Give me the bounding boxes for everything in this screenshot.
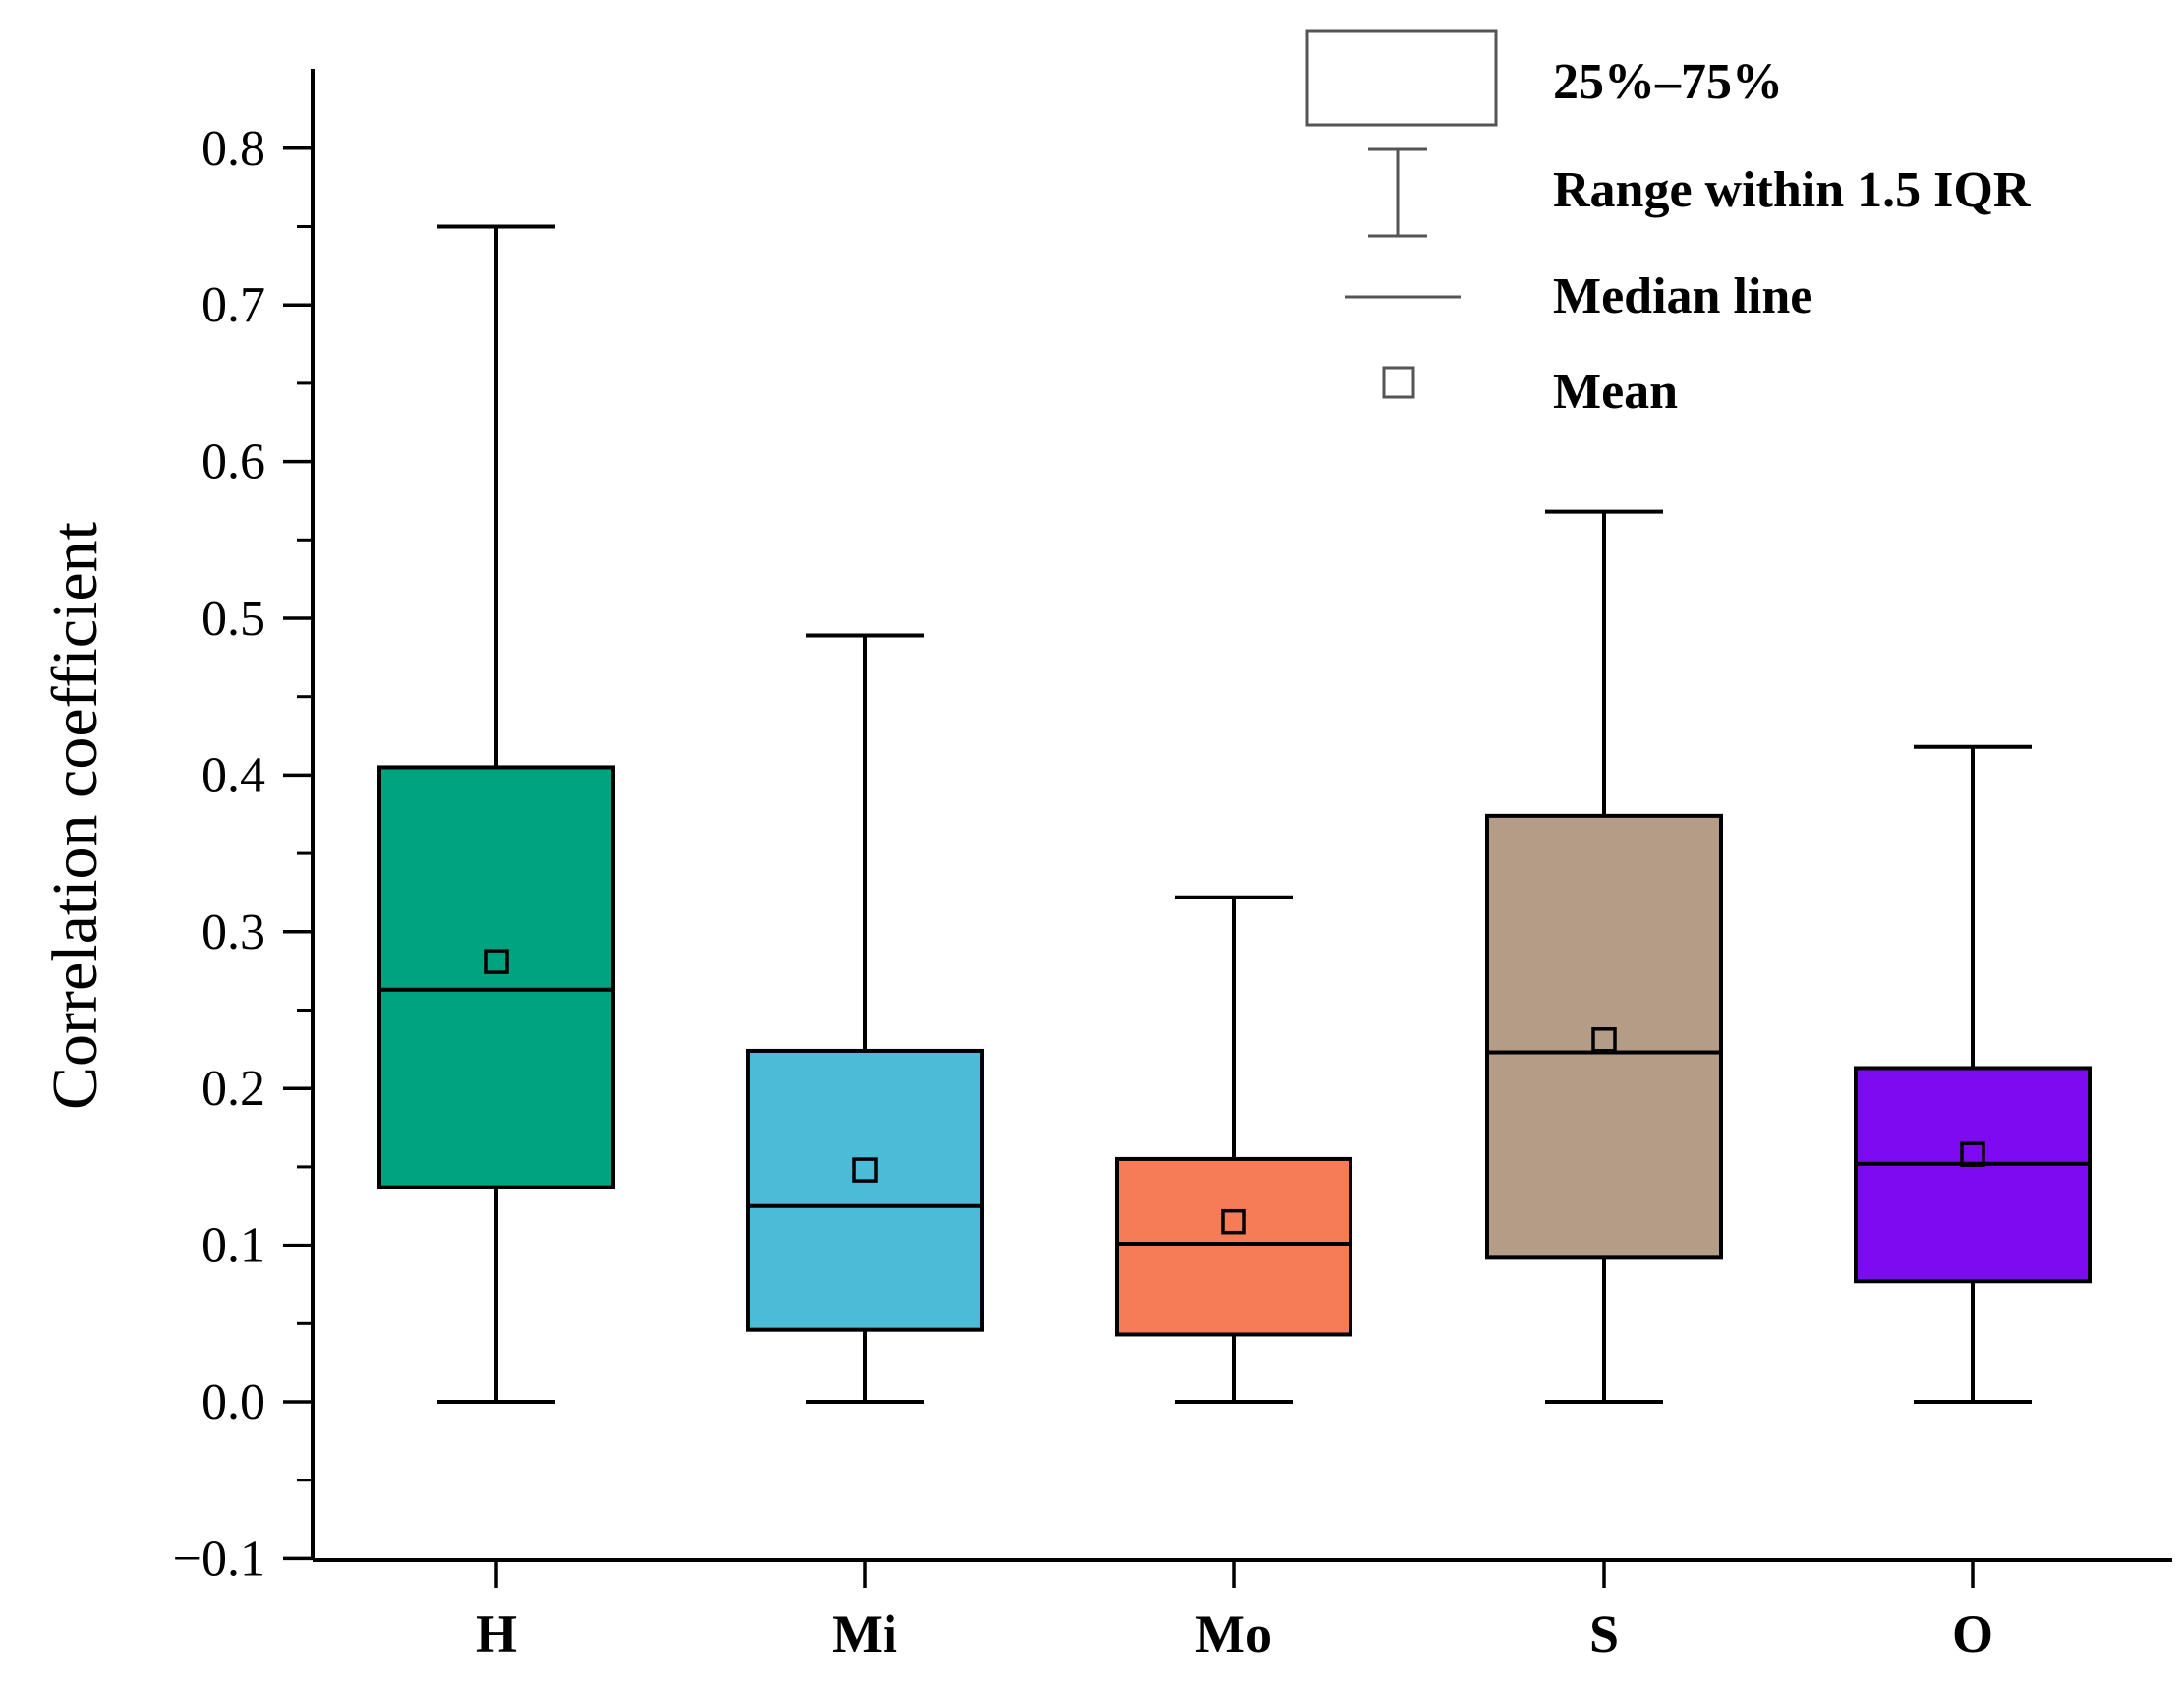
iqr-box [1115,1156,1352,1337]
y-tick-label: 0.2 [201,1061,265,1117]
iqr-box [1485,813,1723,1260]
x-tick-label-o: O [1952,1604,1993,1663]
legend-label-iqr: 25%–75% [1553,54,1783,110]
y-tick-label: 0.8 [201,121,265,177]
y-axis: −0.1 0.0 0.1 0.2 0.3 0.4 0.5 0.6 0.7 0.8 [173,69,315,1587]
box-s [1485,509,1723,1404]
box-mo [1115,895,1352,1404]
iqr-box [746,1048,984,1332]
mean-marker [484,949,509,974]
mean-marker [1221,1208,1246,1235]
x-tick-label-s: S [1589,1604,1619,1663]
y-tick-label: 0.3 [201,904,265,960]
mean-marker [1591,1027,1617,1053]
iqr-box [377,765,615,1189]
box-o [1854,744,2092,1404]
x-tick-label-h: H [476,1604,517,1663]
y-tick-label: 0.0 [201,1374,265,1430]
y-tick-label: 0.1 [201,1218,265,1274]
y-tick-label: 0.5 [201,591,265,647]
legend-box-swatch [1305,29,1498,127]
y-tick-label: 0.4 [201,747,265,803]
y-tick-label: 0.6 [201,435,265,491]
legend: 25%–75% Range within 1.5 IQR Median line… [1305,29,2032,420]
box-h [377,224,615,1404]
x-axis: H Mi Mo S O [313,1558,2172,1663]
y-tick-label: 0.7 [201,277,265,333]
box-mi [746,633,984,1404]
legend-label-mean: Mean [1553,364,1678,420]
box-series [377,224,2092,1404]
legend-mean-swatch [1382,366,1415,399]
y-axis-title: Correlation coefficient [39,522,111,1110]
y-tick-label: −0.1 [173,1531,265,1587]
x-tick-label-mi: Mi [833,1604,897,1663]
legend-label-median: Median line [1553,268,1812,324]
legend-label-range: Range within 1.5 IQR [1553,162,2032,218]
mean-marker [852,1157,878,1183]
mean-marker [1960,1141,1985,1167]
x-tick-label-mo: Mo [1195,1604,1272,1663]
iqr-box [1854,1066,2092,1284]
